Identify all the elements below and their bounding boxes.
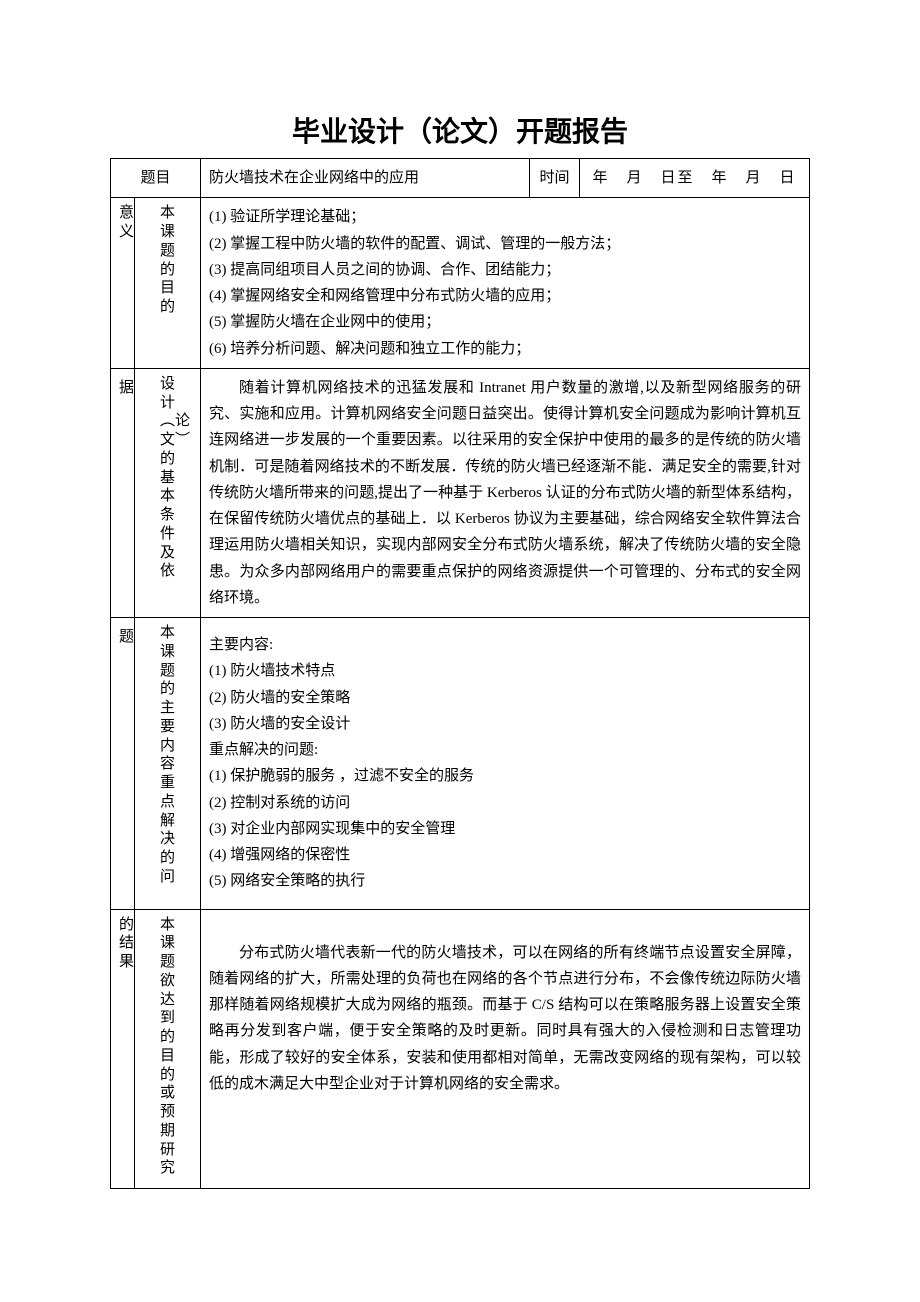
content-key-item: (4) 增强网络的保密性 [209,842,801,868]
content-intro2: 重点解决的问题: [209,737,801,763]
content-body: 主要内容: (1) 防火墙技术特点 (2) 防火墙的安全策略 (3) 防火墙的安… [201,618,810,910]
content-side2: 本课题的主要内容 重点解决的问 [135,618,201,910]
row-expected: 的结果 本课题欲达到的目的或预期研究 分布式防火墙代表新一代的防火墙技术，可以在… [111,909,810,1188]
row-purpose: 意义 本课题的目的 (1) 验证所学理论基础； (2) 掌握工程中防火墙的软件的… [111,198,810,369]
purpose-line: (2) 掌握工程中防火墙的软件的配置、调试、管理的一般方法； [209,231,801,257]
purpose-side1: 意义 [111,198,135,369]
purpose-line: (6) 培养分析问题、解决问题和独立工作的能力； [209,336,801,362]
basis-text: 随着计算机网络技术的迅猛发展和 Intranet 用户数量的激增,以及新型网络服… [209,375,801,611]
topic-value: 防火墙技术在企业网络中的应用 [201,159,530,198]
row-basis: 据 设计︵论文︶的基本条件及依 随着计算机网络技术的迅猛发展和 Intranet… [111,368,810,617]
content-key-item: (1) 保护脆弱的服务 ，过滤不安全的服务 [209,763,801,789]
basis-body: 随着计算机网络技术的迅猛发展和 Intranet 用户数量的激增,以及新型网络服… [201,368,810,617]
report-table: 题目 防火墙技术在企业网络中的应用 时间 年 月 日至 年 月 日 意义 本课题… [110,158,810,1189]
purpose-line: (5) 掌握防火墙在企业网中的使用； [209,309,801,335]
purpose-line: (1) 验证所学理论基础； [209,204,801,230]
content-side1: 题 [111,618,135,910]
content-intro1: 主要内容: [209,632,801,658]
time-value: 年 月 日至 年 月 日 [580,159,810,198]
content-key-item: (5) 网络安全策略的执行 [209,868,801,894]
basis-side1: 据 [111,368,135,617]
content-key-item: (3) 对企业内部网实现集中的安全管理 [209,816,801,842]
content-main-item: (3) 防火墙的安全设计 [209,711,801,737]
expected-text: 分布式防火墙代表新一代的防火墙技术，可以在网络的所有终端节点设置安全屏障，随着网… [209,940,801,1098]
purpose-side2: 本课题的目的 [135,198,201,369]
basis-side2: 设计︵论文︶的基本条件及依 [135,368,201,617]
expected-body: 分布式防火墙代表新一代的防火墙技术，可以在网络的所有终端节点设置安全屏障，随着网… [201,909,810,1188]
document-title: 毕业设计（论文）开题报告 [110,110,810,150]
topic-label: 题目 [111,159,201,198]
row-content: 题 本课题的主要内容 重点解决的问 主要内容: (1) 防火墙技术特点 (2) … [111,618,810,910]
page: 毕业设计（论文）开题报告 题目 防火墙技术在企业网络中的应用 时间 年 月 日至… [0,0,920,1269]
content-main-item: (2) 防火墙的安全策略 [209,685,801,711]
time-label: 时间 [530,159,580,198]
expected-side1: 的结果 [111,909,135,1188]
row-topic: 题目 防火墙技术在企业网络中的应用 时间 年 月 日至 年 月 日 [111,159,810,198]
purpose-line: (3) 提高同组项目人员之间的协调、合作、团结能力； [209,257,801,283]
content-key-item: (2) 控制对系统的访问 [209,790,801,816]
purpose-body: (1) 验证所学理论基础； (2) 掌握工程中防火墙的软件的配置、调试、管理的一… [201,198,810,369]
purpose-line: (4) 掌握网络安全和网络管理中分布式防火墙的应用； [209,283,801,309]
expected-side2: 本课题欲达到的目的或预期研究 [135,909,201,1188]
content-main-item: (1) 防火墙技术特点 [209,658,801,684]
